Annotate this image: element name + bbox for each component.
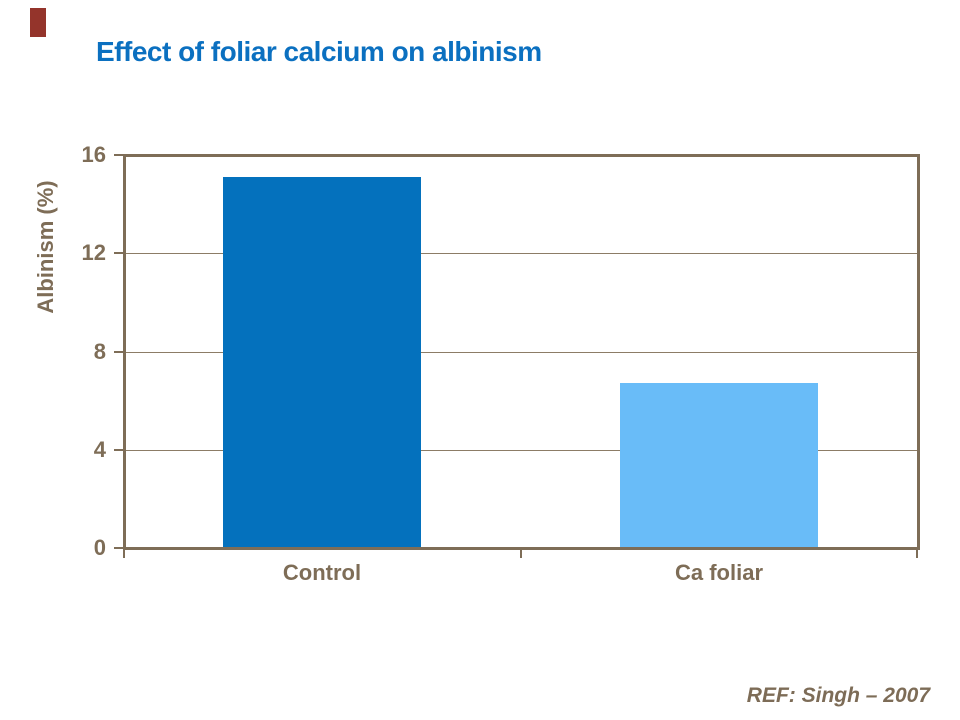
x-category-label: Control xyxy=(282,560,362,585)
y-tick-mark xyxy=(114,351,124,353)
y-tick-mark xyxy=(114,547,124,549)
y-tick-label: 0 xyxy=(93,535,106,560)
y-tick-label: 16 xyxy=(81,142,106,167)
grid-line xyxy=(126,352,917,353)
x-tick-mark xyxy=(520,550,522,558)
grid-line xyxy=(126,450,917,451)
y-tick-label: 12 xyxy=(81,240,106,265)
reference-text: REF: Singh – 2007 xyxy=(746,684,930,707)
bar-control xyxy=(223,177,421,548)
grid-line xyxy=(126,253,917,254)
x-tick-mark xyxy=(916,550,918,558)
x-tick-mark xyxy=(123,550,125,558)
bar-ca-foliar xyxy=(620,383,818,548)
accent-rectangle xyxy=(30,8,46,37)
y-tick-label: 8 xyxy=(93,339,106,364)
page-title: Effect of foliar calcium on albinism xyxy=(96,36,542,67)
y-tick-label: 4 xyxy=(93,437,106,462)
x-category-label: Ca foliar xyxy=(674,560,764,585)
y-tick-mark xyxy=(114,449,124,451)
y-tick-mark xyxy=(114,154,124,156)
y-tick-mark xyxy=(114,252,124,254)
